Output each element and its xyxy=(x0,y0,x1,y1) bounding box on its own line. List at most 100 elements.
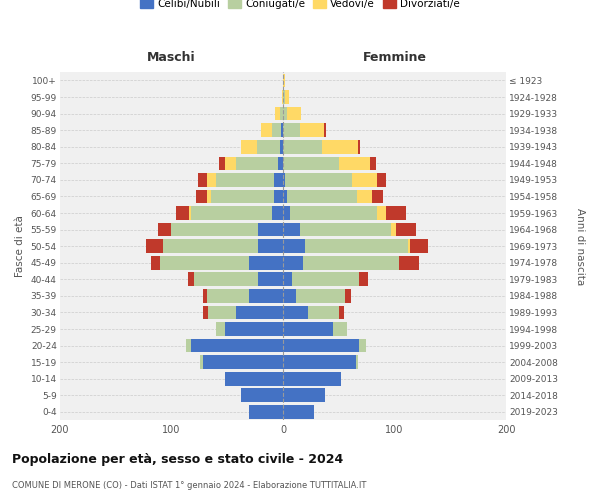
Bar xyxy=(356,356,358,369)
Bar xyxy=(283,240,305,253)
Bar xyxy=(299,223,391,236)
Bar xyxy=(225,156,236,170)
Bar xyxy=(219,156,225,170)
Bar xyxy=(386,206,406,220)
Bar xyxy=(259,240,283,253)
Bar xyxy=(216,322,225,336)
Bar xyxy=(283,74,285,87)
Bar xyxy=(280,140,283,153)
Text: Popolazione per età, sesso e stato civile - 2024: Popolazione per età, sesso e stato civil… xyxy=(12,452,343,466)
Bar xyxy=(391,223,396,236)
Bar xyxy=(299,124,324,137)
Bar xyxy=(163,240,259,253)
Bar xyxy=(396,223,416,236)
Bar xyxy=(283,256,303,270)
Bar xyxy=(283,190,287,203)
Bar xyxy=(189,206,191,220)
Bar xyxy=(283,388,325,402)
Bar xyxy=(285,173,352,186)
Bar xyxy=(322,140,358,153)
Bar xyxy=(377,206,386,220)
Bar xyxy=(203,306,208,319)
Bar xyxy=(377,173,386,186)
Bar xyxy=(308,306,339,319)
Bar xyxy=(283,107,287,120)
Bar xyxy=(257,140,280,153)
Bar xyxy=(207,173,216,186)
Bar xyxy=(250,256,283,270)
Bar xyxy=(346,289,351,302)
Bar xyxy=(283,223,299,236)
Bar xyxy=(283,124,299,137)
Bar xyxy=(259,272,283,286)
Bar xyxy=(241,388,283,402)
Bar xyxy=(216,173,274,186)
Text: Maschi: Maschi xyxy=(147,51,196,64)
Bar xyxy=(283,405,314,418)
Bar xyxy=(410,240,428,253)
Bar xyxy=(171,223,259,236)
Bar xyxy=(408,240,410,253)
Bar xyxy=(275,107,280,120)
Bar xyxy=(283,372,341,386)
Bar xyxy=(203,289,207,302)
Bar xyxy=(260,124,272,137)
Bar xyxy=(358,140,360,153)
Bar xyxy=(250,289,283,302)
Y-axis label: Anni di nascita: Anni di nascita xyxy=(575,208,585,285)
Bar xyxy=(191,206,272,220)
Bar xyxy=(211,190,274,203)
Bar xyxy=(283,289,296,302)
Bar xyxy=(370,156,376,170)
Bar xyxy=(283,156,339,170)
Bar xyxy=(208,306,236,319)
Bar xyxy=(250,405,283,418)
Bar xyxy=(287,190,356,203)
Bar xyxy=(333,322,347,336)
Bar xyxy=(176,206,189,220)
Bar xyxy=(285,90,289,104)
Bar xyxy=(281,124,283,137)
Bar xyxy=(278,156,283,170)
Legend: Celibi/Nubili, Coniugati/e, Vedovi/e, Divorziati/e: Celibi/Nubili, Coniugati/e, Vedovi/e, Di… xyxy=(136,0,464,14)
Bar xyxy=(283,356,356,369)
Bar xyxy=(225,372,283,386)
Bar xyxy=(283,339,359,352)
Bar xyxy=(241,140,257,153)
Bar xyxy=(236,156,278,170)
Bar xyxy=(339,306,344,319)
Bar xyxy=(160,256,250,270)
Bar xyxy=(200,356,203,369)
Bar xyxy=(305,240,408,253)
Bar xyxy=(359,339,365,352)
Bar xyxy=(280,107,283,120)
Bar xyxy=(283,306,308,319)
Bar xyxy=(194,272,259,286)
Bar xyxy=(283,140,322,153)
Bar xyxy=(191,339,283,352)
Bar xyxy=(324,124,326,137)
Bar xyxy=(303,256,399,270)
Y-axis label: Fasce di età: Fasce di età xyxy=(15,215,25,277)
Bar xyxy=(207,190,211,203)
Bar xyxy=(283,272,292,286)
Bar xyxy=(352,173,377,186)
Text: COMUNE DI MERONE (CO) - Dati ISTAT 1° gennaio 2024 - Elaborazione TUTTITALIA.IT: COMUNE DI MERONE (CO) - Dati ISTAT 1° ge… xyxy=(12,480,367,490)
Bar xyxy=(196,190,207,203)
Bar xyxy=(283,322,333,336)
Bar xyxy=(283,173,285,186)
Bar xyxy=(272,206,283,220)
Bar xyxy=(356,190,372,203)
Bar xyxy=(207,289,250,302)
Bar xyxy=(146,240,163,253)
Bar xyxy=(399,256,419,270)
Bar xyxy=(283,206,290,220)
Bar xyxy=(186,339,191,352)
Bar xyxy=(283,90,285,104)
Bar xyxy=(236,306,283,319)
Bar xyxy=(158,223,171,236)
Bar xyxy=(359,272,368,286)
Bar xyxy=(225,322,283,336)
Bar xyxy=(290,206,377,220)
Bar xyxy=(292,272,359,286)
